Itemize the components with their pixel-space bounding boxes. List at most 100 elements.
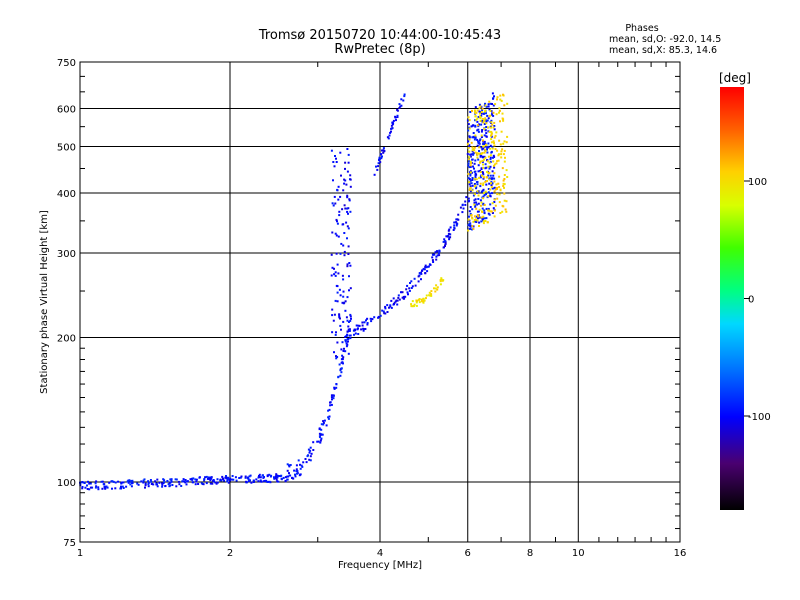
data-point (120, 482, 123, 485)
data-point (479, 169, 482, 172)
data-point (474, 205, 477, 208)
data-point (493, 164, 495, 167)
data-point (317, 440, 320, 443)
data-point (144, 484, 147, 487)
data-point (192, 477, 195, 480)
data-point (486, 171, 489, 173)
data-point (274, 477, 277, 479)
data-point (395, 299, 398, 302)
data-point (493, 209, 496, 212)
colorbar-tick-label: 0 (748, 295, 754, 306)
data-point (444, 242, 447, 244)
y-tick-label: 600 (57, 105, 76, 116)
data-point (150, 480, 153, 483)
data-point (332, 394, 335, 397)
data-point (390, 127, 393, 130)
data-point (439, 280, 442, 283)
data-point (191, 477, 193, 480)
data-point (497, 159, 500, 162)
data-point (475, 207, 478, 210)
data-point (345, 183, 348, 186)
data-point (387, 137, 390, 140)
data-point (467, 173, 470, 175)
data-point (489, 165, 492, 168)
data-point (422, 297, 425, 300)
data-point (471, 136, 474, 139)
data-point (396, 108, 399, 111)
data-point (345, 221, 348, 224)
data-point (484, 167, 487, 170)
data-point (469, 153, 472, 156)
data-point (231, 475, 234, 477)
data-point (319, 436, 321, 439)
data-point (131, 482, 134, 484)
data-point (289, 464, 292, 466)
data-point (494, 103, 497, 106)
data-point (331, 331, 334, 334)
data-point (331, 266, 334, 269)
data-point (496, 193, 499, 196)
data-point (491, 192, 493, 195)
data-point (481, 174, 483, 177)
data-point (331, 398, 333, 401)
data-point (240, 475, 243, 478)
data-point (467, 123, 470, 126)
data-point (444, 240, 446, 243)
data-point (342, 244, 345, 247)
data-point (479, 117, 482, 120)
data-point (353, 333, 355, 336)
data-point (307, 448, 310, 451)
data-point (436, 254, 439, 257)
data-point (350, 317, 352, 320)
data-point (473, 167, 475, 170)
data-point (288, 465, 291, 468)
data-point (483, 217, 486, 220)
data-point (227, 481, 230, 484)
data-point (239, 476, 242, 479)
data-point (333, 267, 335, 270)
data-point (181, 480, 184, 483)
data-point (469, 160, 472, 163)
data-point (320, 437, 323, 440)
data-point (189, 478, 192, 481)
data-point (327, 409, 330, 412)
data-point (496, 98, 498, 101)
data-point (501, 112, 504, 115)
data-point (493, 186, 496, 189)
data-point (88, 482, 91, 485)
data-point (293, 469, 296, 472)
data-point (332, 397, 335, 400)
data-point (410, 303, 413, 306)
data-point (171, 484, 174, 486)
data-point (384, 305, 387, 308)
data-point (484, 190, 487, 193)
data-point (320, 428, 323, 431)
data-point (425, 297, 427, 300)
data-point (336, 263, 339, 266)
data-point (322, 420, 325, 423)
data-point (415, 300, 418, 302)
data-point (488, 167, 491, 170)
data-point (235, 479, 238, 482)
data-point (490, 138, 493, 141)
data-point (476, 181, 479, 183)
data-point (386, 311, 389, 313)
data-point (467, 197, 470, 200)
data-point (342, 290, 345, 293)
data-point (346, 148, 349, 150)
data-point (261, 474, 264, 477)
data-point (335, 284, 338, 287)
data-point (474, 119, 477, 122)
data-point (481, 211, 484, 213)
data-point (330, 253, 333, 256)
data-point (482, 166, 485, 169)
data-point (482, 203, 485, 206)
data-point (478, 150, 480, 152)
data-point (492, 104, 495, 107)
data-point (480, 220, 483, 223)
data-point (346, 207, 349, 210)
data-point (475, 215, 478, 218)
data-point (130, 485, 133, 488)
data-point (471, 228, 473, 231)
data-point (81, 486, 84, 488)
